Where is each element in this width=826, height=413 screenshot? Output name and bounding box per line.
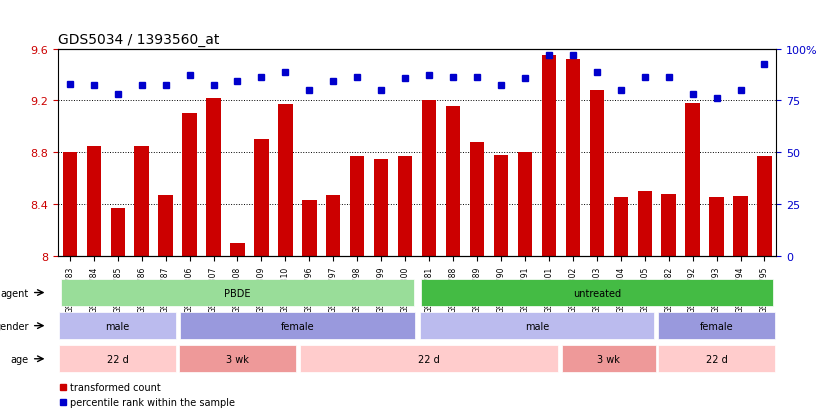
FancyBboxPatch shape — [420, 280, 773, 306]
Text: 3 wk: 3 wk — [226, 354, 249, 364]
FancyBboxPatch shape — [178, 346, 297, 372]
Bar — [638, 192, 652, 256]
Text: male: male — [106, 321, 130, 331]
Text: gender: gender — [0, 321, 29, 331]
FancyBboxPatch shape — [657, 313, 776, 339]
FancyBboxPatch shape — [300, 346, 558, 372]
Text: agent: agent — [1, 288, 29, 298]
FancyBboxPatch shape — [59, 346, 177, 372]
Bar — [710, 198, 724, 256]
Bar — [590, 91, 604, 256]
Bar — [87, 146, 101, 256]
Bar — [183, 114, 197, 256]
FancyBboxPatch shape — [180, 313, 415, 339]
Text: 3 wk: 3 wk — [597, 354, 620, 364]
Bar — [230, 243, 244, 256]
Bar — [422, 101, 436, 256]
Text: female: female — [281, 321, 314, 331]
FancyBboxPatch shape — [657, 346, 776, 372]
FancyBboxPatch shape — [562, 346, 656, 372]
Text: 22 d: 22 d — [705, 354, 728, 364]
Bar — [398, 157, 412, 256]
Bar — [566, 60, 580, 256]
FancyBboxPatch shape — [59, 313, 177, 339]
Text: untreated: untreated — [572, 288, 621, 298]
Text: female: female — [700, 321, 733, 331]
Text: GDS5034 / 1393560_at: GDS5034 / 1393560_at — [58, 33, 219, 47]
Bar — [494, 155, 508, 256]
Text: age: age — [11, 354, 29, 364]
Bar — [206, 99, 221, 256]
Bar — [326, 195, 340, 256]
Bar — [278, 105, 292, 256]
Text: transformed count: transformed count — [70, 382, 161, 392]
Bar — [662, 194, 676, 256]
Text: percentile rank within the sample: percentile rank within the sample — [70, 396, 235, 407]
Text: 22 d: 22 d — [107, 354, 129, 364]
Bar — [518, 153, 532, 256]
Bar — [733, 197, 748, 256]
Bar — [135, 146, 149, 256]
Bar — [63, 153, 77, 256]
Bar — [350, 157, 364, 256]
FancyBboxPatch shape — [420, 313, 654, 339]
Bar — [374, 159, 388, 256]
Bar — [757, 157, 771, 256]
Text: PBDE: PBDE — [224, 288, 251, 298]
Bar — [159, 195, 173, 256]
Text: 22 d: 22 d — [418, 354, 440, 364]
Bar — [302, 201, 316, 256]
Bar — [686, 104, 700, 256]
Bar — [254, 140, 268, 256]
Bar — [542, 56, 556, 256]
Bar — [446, 106, 460, 256]
Text: male: male — [525, 321, 549, 331]
FancyBboxPatch shape — [61, 280, 414, 306]
Bar — [614, 198, 628, 256]
Bar — [470, 142, 484, 256]
Bar — [111, 208, 125, 256]
